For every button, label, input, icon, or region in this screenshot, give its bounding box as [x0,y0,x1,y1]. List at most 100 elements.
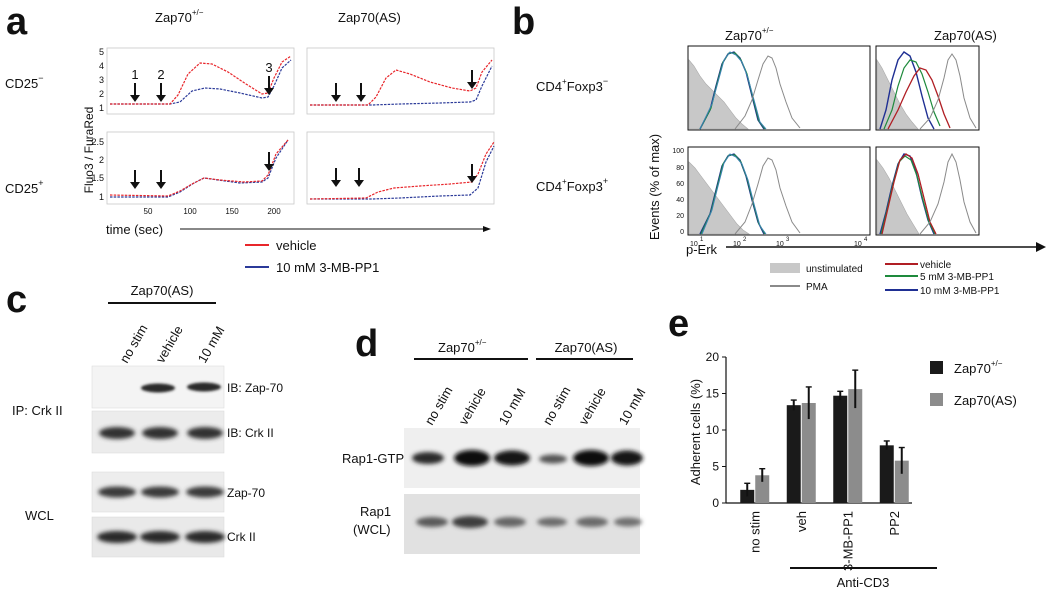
panel-e-ylabel: Adherent cells (%) [688,379,703,485]
blot-label: Crk II [227,530,256,544]
panel-a-frame-bottom-left [106,131,295,205]
panel-c-group-label: Zap70(AS) [131,283,194,298]
panel-b-hist-top-right [876,51,977,130]
panel-b-frames [687,45,980,236]
ytick-label: 60 [676,181,684,188]
xtick-label: 2 [743,237,747,243]
arrow-icon [156,83,166,102]
panel-a-xlabel: time (sec) [106,222,163,237]
trace-pma [919,53,977,130]
trace-3mbpp1 [110,139,289,198]
panel-a-col-title-1: Zap70+/− [155,8,204,25]
bar [879,445,894,503]
band [611,450,643,466]
arrow-number: 2 [157,67,164,82]
category-label: 3-MB-PP1 [840,511,855,571]
lane-label: no stim [117,322,151,366]
blot-label: Zap-70 [227,486,265,500]
histogram-frame [875,146,980,236]
blot-label: IB: Zap-70 [227,381,283,395]
category-label: veh [794,511,809,532]
panel-e-group-label: Anti-CD3 [837,575,890,590]
panel-c-wcl-label: WCL [25,508,54,523]
panel-e-letter: e [668,303,689,345]
histogram-frame [687,45,871,131]
panel-c-letter: c [6,279,27,321]
category-label: no stim [747,511,762,553]
panel-a-traces-top-right [310,59,493,106]
panel-c-blot-crk-ip [91,410,225,454]
panel-a-col-title-2: Zap70(AS) [338,10,401,25]
panel-d-letter: d [355,323,378,365]
panel-d-row-label-1: Rap1-GTP [342,451,404,466]
ytick-label: 5 [712,460,719,474]
legend-swatch-unstimulated [770,263,800,273]
panel-b-row-label-2: CD4+Foxp3+ [536,176,608,194]
arrow-icon [264,76,274,95]
arrow-icon [467,164,477,183]
trace-3mbpp1 [310,145,495,200]
panel-b-xticks: 10 1 10 2 10 3 10 4 [690,237,868,248]
trace-3mbpp1 [310,65,493,106]
panel-b-perk-arrow [726,242,1046,252]
xtick-label: 50 [144,207,153,216]
band [141,383,175,393]
legend-label-zap70-het: Zap70+/− [954,359,1003,376]
band [186,486,224,498]
panel-a-row-label-2: CD25+ [5,178,44,196]
bar [848,389,863,503]
legend-swatch-zap70-as [930,393,943,406]
lane-label: 10 mM [195,324,228,366]
xtick-label: 10 [733,241,741,248]
ytick-label: 2 [99,89,104,99]
band [494,450,530,466]
legend-label-pma: PMA [806,282,828,293]
legend-label-zap70-as: Zap70(AS) [954,393,1017,408]
trace-pma [734,157,801,235]
band [141,486,179,498]
panel-d-row-label-2b: (WCL) [353,522,391,537]
panel-e-chart: 0 5 10 15 20 no stim veh 3-MB-PP1 PP2 [706,350,912,571]
xtick-label: 10 [776,241,784,248]
arrow-icon [331,83,341,102]
panel-a-frame-top-right [306,47,495,115]
band [412,452,444,464]
xtick-label: 4 [864,237,868,243]
panel-b-letter: b [512,1,535,43]
panel-c-blot-zap70-ip [91,365,225,409]
legend-label-3mbpp1: 10 mM 3-MB-PP1 [276,260,379,275]
ytick-label: 4 [99,61,104,71]
panel-c-blot-zap70-wcl [91,471,225,513]
panel-d-group-label-1: Zap70+/− [438,338,487,355]
band [185,531,225,543]
panel-a-traces-bottom-left [109,139,289,198]
ytick-label: 2 [99,155,104,165]
panel-a-traces-bottom-right [309,141,495,200]
band [97,531,137,543]
ytick-label: 0 [712,496,719,510]
blot-label: IB: Crk II [227,426,274,440]
trace-vehicle [881,153,937,235]
bar [801,402,816,503]
xtick-label: 100 [183,207,197,216]
xtick-label: 1 [700,237,704,243]
trace-vehicle [110,55,292,105]
band [614,517,642,527]
band [98,486,136,498]
panel-a-xticks: 50 100 150 200 [144,207,282,216]
bar [833,395,848,503]
ytick-label: 0 [680,229,684,236]
band [454,450,490,466]
trace-vehicle [887,67,951,130]
arrow-icon [264,152,274,171]
histogram-frame [875,45,980,131]
panel-a-bottom-yticks: 2.5 2 1.5 1 [91,137,104,202]
band [187,427,223,439]
category-label: PP2 [887,511,902,536]
band [452,516,488,528]
trace-3mbpp1 [110,59,292,105]
unstimulated-fill [876,58,919,130]
ytick-label: 3 [99,75,104,85]
histogram-frame [687,146,871,236]
lane-label: 10 mM [496,386,529,428]
